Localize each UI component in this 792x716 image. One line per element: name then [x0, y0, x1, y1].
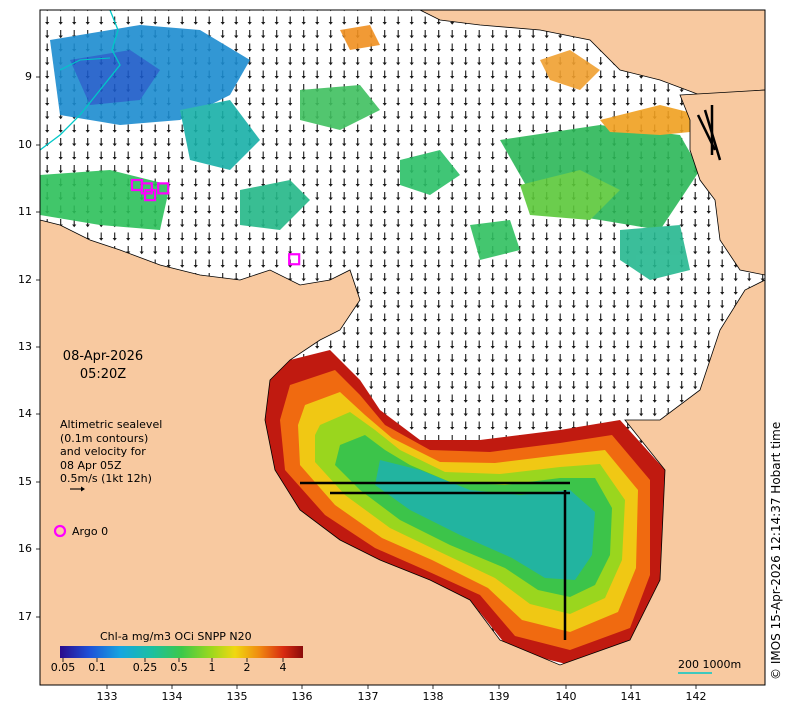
lat-tick-label: 16	[18, 542, 32, 555]
date-label: 08-Apr-2026 05:20Z	[60, 348, 146, 384]
colorbar-title: Chl-a mg/m3 OCi SNPP N20	[100, 630, 252, 643]
info-line: 08 Apr 05Z	[60, 458, 122, 472]
info-line: (0.1m contours)	[60, 431, 149, 445]
lon-tick-label: 135	[226, 690, 248, 703]
lon-tick-label: 138	[422, 690, 444, 703]
strong-current	[300, 105, 722, 640]
colorbar-ticks	[62, 658, 284, 662]
date-line2: 05:20Z	[79, 367, 127, 382]
lat-tick-label: 12	[18, 273, 32, 286]
lon-tick-label: 139	[488, 690, 510, 703]
velocity-legend-arrow	[70, 486, 85, 492]
scale-label: 200 1000m	[678, 658, 742, 671]
argo-legend-marker	[53, 524, 67, 538]
info-line: 0.5m/s (1kt 12h)	[60, 472, 152, 485]
isobath-line	[39, 9, 121, 151]
argo-float-marker[interactable]	[140, 182, 153, 195]
argo-float-marker[interactable]	[157, 182, 170, 195]
colorbar-tick-label: 4	[279, 661, 287, 674]
map-frame	[39, 9, 766, 686]
info-line: and velocity for	[60, 445, 146, 458]
lon-tick-label: 142	[685, 690, 707, 703]
axis-ticks	[36, 76, 697, 689]
lat-tick-label: 9	[25, 70, 32, 83]
info-text: Altimetric sealevel (0.1m contours) and …	[60, 418, 162, 486]
lon-tick-label: 134	[161, 690, 183, 703]
lat-tick-label: 14	[18, 407, 32, 420]
colorbar-tick-label: 2	[243, 661, 251, 674]
lon-tick-label: 141	[620, 690, 642, 703]
argo-float-marker[interactable]	[143, 189, 157, 202]
lon-tick-label: 136	[291, 690, 313, 703]
info-line: Altimetric sealevel	[60, 418, 163, 431]
colorbar-tick-label: 1	[208, 661, 216, 674]
lat-tick-label: 13	[18, 340, 32, 353]
colorbar-tick-label: 0.1	[88, 661, 106, 674]
colorbar-tick-label: 0.25	[132, 661, 158, 674]
isobath-line	[59, 57, 111, 71]
lon-tick-label: 133	[96, 690, 118, 703]
argo-legend-label: Argo 0	[72, 525, 109, 538]
lat-tick-label: 17	[18, 610, 32, 623]
lat-tick-label: 10	[18, 138, 32, 151]
argo-floats	[130, 178, 301, 266]
lon-tick-label: 137	[357, 690, 379, 703]
lat-tick-label: 11	[18, 205, 32, 218]
imos-credit: © IMOS 15-Apr-2026 12:14:37 Hobart time	[769, 421, 783, 680]
colorbar	[60, 646, 303, 658]
lon-tick-label: 140	[555, 690, 577, 703]
chlorophyll-patches	[40, 25, 710, 280]
land	[39, 9, 766, 686]
argo-float-marker[interactable]	[288, 253, 301, 266]
colorbar-tick-label: 0.05	[50, 661, 76, 674]
date-line1: 08-Apr-2026	[62, 349, 144, 364]
colorbar-tick-label: 0.5	[170, 661, 188, 674]
lat-tick-label: 15	[18, 475, 32, 488]
